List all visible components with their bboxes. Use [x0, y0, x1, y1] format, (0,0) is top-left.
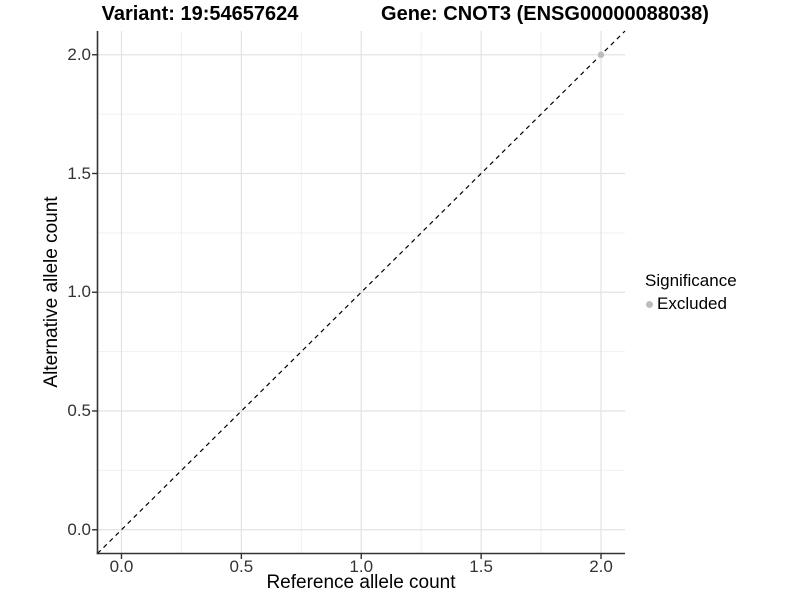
y-tick-label: 2.0: [67, 44, 91, 64]
plot-title-variant: Variant: 19:54657624: [101, 3, 299, 25]
x-tick-label: 0.5: [229, 557, 254, 576]
legend: Significance Excluded: [640, 271, 737, 314]
x-tick-label: 1.5: [469, 557, 493, 576]
y-tick-label: 0.5: [67, 401, 91, 420]
x-tick-label: 1.0: [349, 557, 374, 576]
excluded-point-icon: [646, 300, 653, 308]
data-point-excluded: [597, 51, 605, 58]
legend-title: Significance: [645, 271, 737, 290]
x-tick-label: 2.0: [589, 557, 613, 576]
x-tick-label: 0.0: [109, 557, 134, 576]
legend-item-label: Excluded: [657, 294, 727, 313]
y-tick-label: 1.0: [67, 282, 91, 302]
legend-item-excluded: Excluded: [640, 294, 737, 314]
y-tick-label: 0.0: [67, 519, 91, 539]
plot-title-gene: Gene: CNOT3 (ENSG00000088038): [381, 3, 709, 25]
x-axis-title: Reference allele count: [266, 572, 456, 593]
y-tick-label: 1.5: [67, 163, 91, 183]
